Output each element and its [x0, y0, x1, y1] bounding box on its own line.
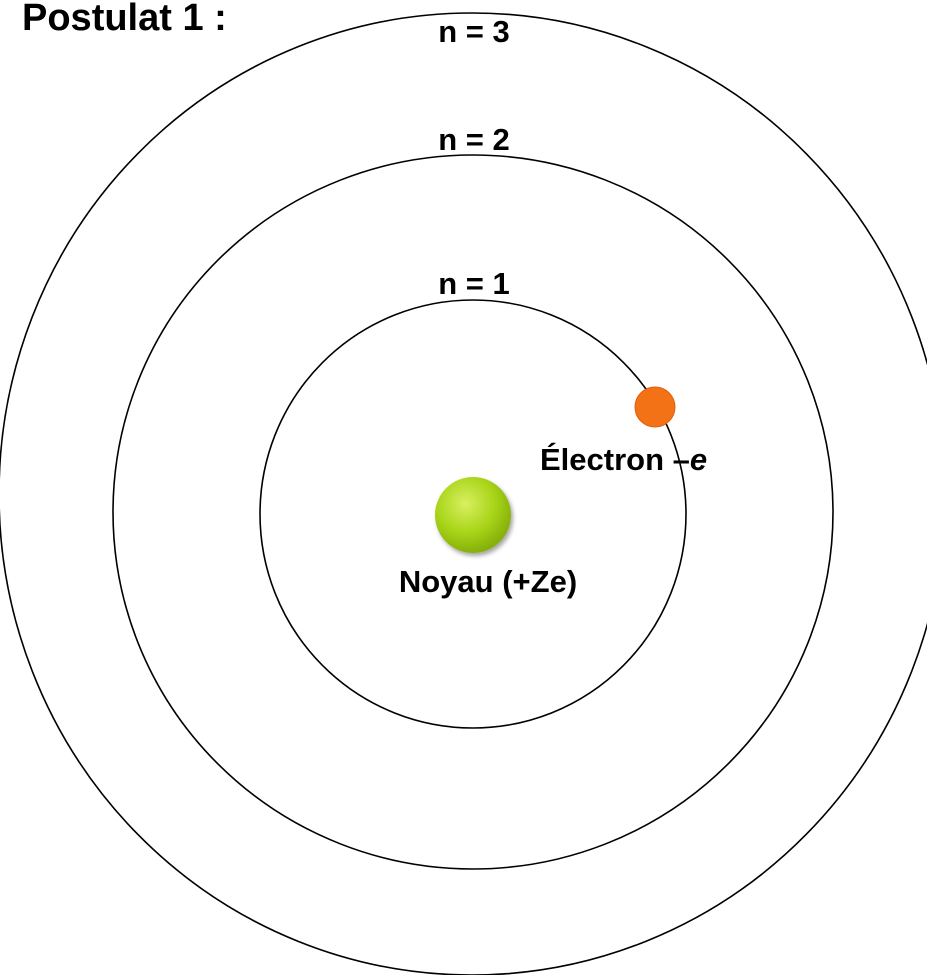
- electron-symbol: e: [690, 442, 707, 477]
- title: Postulat 1 :: [22, 0, 227, 39]
- nucleus-label: Noyau (+Ze): [399, 564, 577, 599]
- orbit-2: [112, 154, 834, 870]
- orbit-label: n = 2: [438, 122, 510, 157]
- orbit-1: [259, 299, 687, 729]
- orbit-3: [0, 12, 927, 975]
- orbit-label: n = 3: [438, 14, 510, 49]
- electron-label-text: Électron –: [540, 442, 690, 477]
- electron-label: Électron –e: [540, 442, 707, 477]
- electron: [634, 386, 676, 428]
- orbit-label: n = 1: [438, 266, 510, 301]
- nucleus: [435, 477, 511, 553]
